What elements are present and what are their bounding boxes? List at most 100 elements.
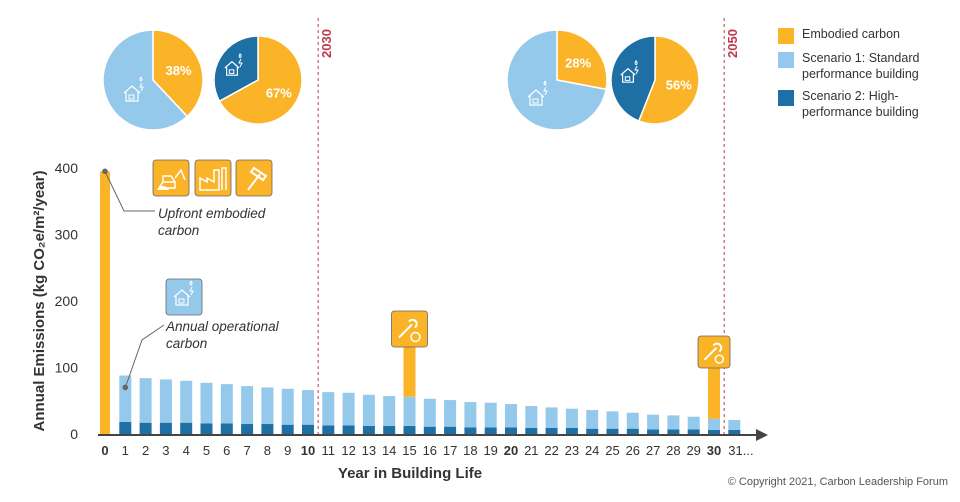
bar-scenario1 [403,396,416,427]
bar-scenario2 [119,422,132,434]
y-axis-label: Annual Emissions (kg CO₂e/m²/year) [31,171,48,432]
bar-scenario1 [342,392,355,426]
x-tick-label: 24 [585,443,599,458]
cycle-arrow [714,354,725,364]
bar-scenario1 [281,388,294,425]
wrench-shape [704,342,723,361]
legend: Embodied carbon Scenario 1: Standard per… [778,26,958,126]
bar-scenario1 [200,382,213,424]
drop-shape [634,60,638,66]
x-tick-label: 25 [605,443,619,458]
bar-scenario2 [545,428,558,434]
bar-scenario1 [444,400,457,427]
annotation-operational: Annual operational carbon [165,319,280,351]
bar-scenario2 [606,428,619,434]
bar-scenario1 [484,402,497,428]
house-energy-icon [527,80,548,106]
hammer-icon [235,159,273,197]
annotation-leader [104,171,155,212]
x-tick-label: 9 [284,443,291,458]
legend-swatch-scenario1 [778,52,794,68]
icon-box [165,278,203,316]
y-tick-label: 100 [55,360,79,376]
bar-scenario2 [525,428,538,434]
x-tick-label: 1 [122,443,129,458]
bar-scenario2 [687,429,700,434]
x-tick-label: 14 [382,443,396,458]
annotation-upfront: Upfront embodied carbon [158,206,266,238]
legend-item-embodied: Embodied carbon [778,26,958,44]
bar-scenario1 [687,416,700,430]
x-tick-label: 4 [183,443,190,458]
pie-slice-scenario1 [102,29,189,131]
legend-item-scenario2: Scenario 2: High-performance building [778,88,958,120]
y-tick-label: 400 [55,160,79,176]
x-tick-label: 28 [666,443,680,458]
pie-chart: 28% [506,29,608,131]
pie-slice-label: 56% [666,78,692,93]
bar-scenario1 [647,414,660,430]
bar-scenario1 [139,378,152,423]
bar-scenario2 [241,424,254,434]
house-shape [173,289,191,306]
x-tick-label: 26 [626,443,640,458]
x-tick-label: 0 [101,443,108,458]
icon-box [235,159,273,197]
bar-scenario1 [708,418,720,431]
bar-scenario1 [119,375,132,423]
x-tick-label: 29 [686,443,700,458]
x-tick-label: 13 [362,443,376,458]
drop-shape [238,53,242,59]
annotation-line: Upfront embodied [158,206,266,221]
wrench-icon [697,335,731,369]
legend-swatch-scenario2 [778,90,794,106]
pie-slice-embodied [637,35,700,125]
bar-scenario2 [626,428,639,434]
bar-scenario2 [403,426,416,434]
bar-scenario1 [322,392,335,426]
bar-scenario1 [626,412,639,429]
annotation-line: carbon [166,336,207,351]
bar-scenario1 [505,404,517,428]
bar-scenario1 [261,387,274,425]
house-window [532,98,539,104]
house-window [128,94,135,100]
bolt-shape [634,65,639,75]
bar-scenario1 [362,394,375,427]
pie-slice-label: 67% [266,85,292,100]
bar-scenario2 [647,429,660,434]
legend-item-scenario1: Scenario 1: Standard performance buildin… [778,50,958,82]
house-window [228,69,235,74]
bar-scenario1 [606,411,619,429]
bar-scenario1 [383,396,396,427]
x-tick-label: 6 [223,443,230,458]
bar-scenario1 [667,415,680,430]
pie-slice-embodied [556,29,608,91]
annotation-leader [124,324,165,388]
pie-slice-label: 38% [166,63,192,78]
wrench-icon [391,310,428,348]
x-tick-label: 2 [142,443,149,458]
x-tick-label: 3 [162,443,169,458]
house-shape [527,89,545,106]
bar-scenario2 [423,426,436,434]
bar-scenario2 [220,423,233,434]
x-tick-label: 22 [544,443,558,458]
x-axis-label: Year in Building Life [338,465,482,482]
x-tick-label: 17 [443,443,457,458]
excavator-shape [157,168,186,189]
bar-scenario1 [159,379,172,423]
copyright-notice: © Copyright 2021, Carbon Leadership Foru… [727,476,948,488]
bar-scenario2 [586,428,599,434]
bar-scenario1 [728,420,741,431]
bar-scenario2 [180,422,193,434]
bar-scenario1 [241,386,254,425]
x-tick-label: 15 [402,443,416,458]
factory-icon [194,159,232,197]
bar-scenario2 [322,425,335,434]
bolt-shape [543,86,548,96]
pie-slice-embodied [152,29,204,118]
bar-scenario2 [261,424,274,434]
bar-scenario2 [464,427,477,434]
